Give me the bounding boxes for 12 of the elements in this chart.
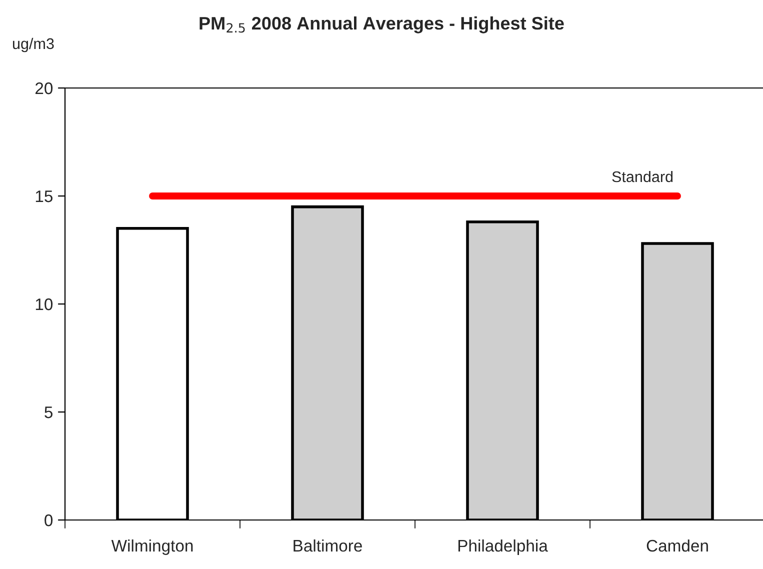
y-axis-title: ug/m3 bbox=[12, 38, 54, 52]
y-tick-label: 15 bbox=[36, 190, 52, 202]
x-tick-label: Camden bbox=[646, 539, 708, 552]
x-tick-label: Baltimore bbox=[294, 539, 362, 552]
chart-title: PM$_{2.5}$ 2008 Annual Averages - Highest Site bbox=[200, 16, 564, 34]
x-tick-label: Philadelphia bbox=[458, 539, 548, 555]
ref-line-label: Standard bbox=[612, 170, 673, 182]
y-tick-label: 0 bbox=[44, 514, 53, 526]
y-tick-label: 5 bbox=[44, 406, 52, 418]
x-tick-label: Wilmington bbox=[111, 539, 193, 555]
y-tick-label: 20 bbox=[35, 82, 53, 94]
y-tick-label: 10 bbox=[36, 298, 53, 310]
